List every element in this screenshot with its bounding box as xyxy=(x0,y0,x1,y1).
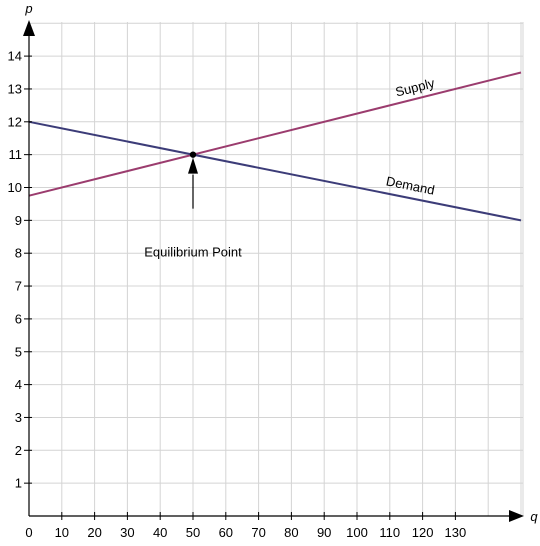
ticks: 0 10 20 30 40 50 60 70 80 90 100 110 120 130123456789… xyxy=(8,49,467,540)
x-tick-label: 20 xyxy=(87,525,101,540)
equilibrium-point-label: Equilibrium Point xyxy=(144,245,242,260)
y-tick-label: 1 xyxy=(15,476,22,491)
supply-line xyxy=(28,71,522,197)
x-tick-label: 10 xyxy=(55,525,69,540)
x-axis-arrow-icon xyxy=(509,510,524,522)
curves xyxy=(28,71,522,222)
y-axis-label: p xyxy=(24,1,32,16)
y-tick-label: 3 xyxy=(15,410,22,425)
x-tick-label: 70 xyxy=(251,525,265,540)
x-tick-label: 80 xyxy=(284,525,298,540)
x-tick-label: 50 xyxy=(186,525,200,540)
annotations: Equilibrium Point xyxy=(144,151,242,260)
y-tick-label: 7 xyxy=(15,279,22,294)
x-axis-label: q xyxy=(530,509,538,524)
x-tick-label: 30 xyxy=(120,525,134,540)
x-tick-label: 90 xyxy=(317,525,331,540)
x-tick-label: 130 xyxy=(445,525,467,540)
y-tick-label: 5 xyxy=(15,344,22,359)
grid xyxy=(29,22,524,516)
y-tick-label: 4 xyxy=(15,377,22,392)
x-tick-label: 100 xyxy=(346,525,368,540)
y-tick-label: 8 xyxy=(15,246,22,261)
y-tick-label: 13 xyxy=(8,81,22,96)
demand-line xyxy=(28,120,522,222)
x-tick-label: 40 xyxy=(153,525,167,540)
y-tick-label: 6 xyxy=(15,311,22,326)
equilibrium-point-marker xyxy=(189,151,197,158)
axes xyxy=(23,20,524,522)
x-tick-label: 60 xyxy=(219,525,233,540)
y-axis-arrow-icon xyxy=(23,20,35,36)
y-tick-label: 14 xyxy=(8,49,22,64)
y-tick-label: 12 xyxy=(8,114,22,129)
annotation-arrow-icon xyxy=(188,157,198,174)
x-tick-label: 120 xyxy=(412,525,434,540)
x-tick-label: 0 xyxy=(25,525,32,540)
y-tick-label: 11 xyxy=(9,147,23,162)
y-tick-label: 10 xyxy=(8,180,22,195)
y-tick-label: 2 xyxy=(15,443,22,458)
x-tick-label: 110 xyxy=(379,525,400,540)
y-tick-label: 9 xyxy=(15,213,22,228)
